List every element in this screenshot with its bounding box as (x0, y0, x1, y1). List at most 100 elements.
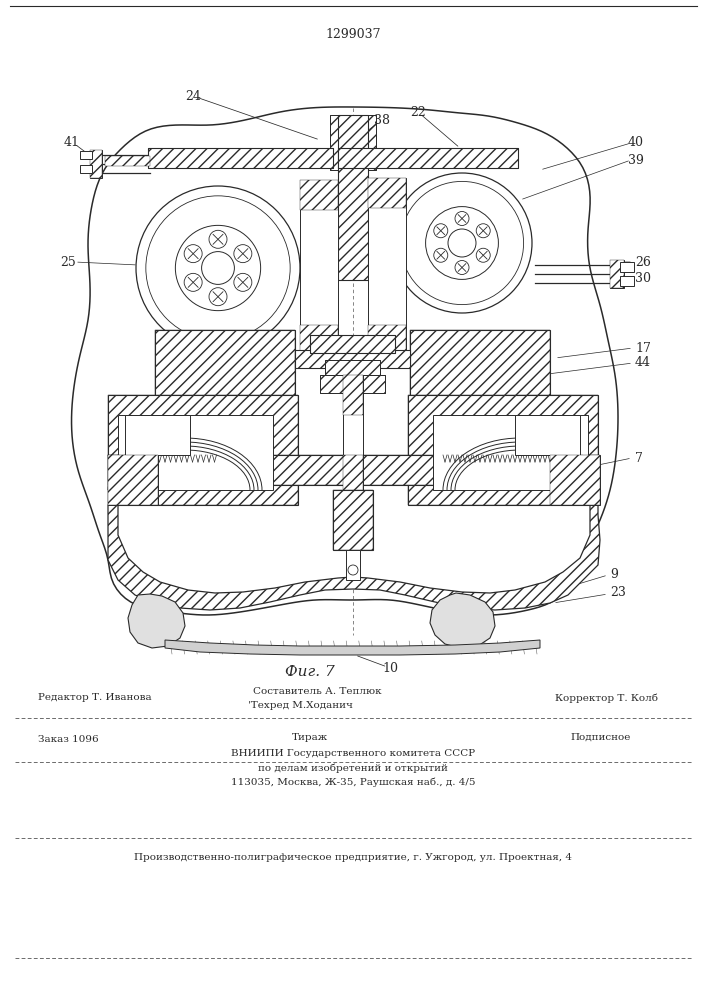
Text: Корректор Т. Колб: Корректор Т. Колб (555, 693, 658, 703)
Bar (108, 455, 158, 505)
Circle shape (434, 248, 448, 262)
Circle shape (209, 288, 227, 306)
Bar (155, 330, 295, 405)
Bar (620, 262, 634, 272)
Bar (325, 360, 380, 375)
Polygon shape (128, 594, 185, 648)
Circle shape (201, 252, 235, 284)
Text: 22: 22 (410, 105, 426, 118)
Text: 40: 40 (628, 136, 644, 149)
Bar (610, 260, 624, 288)
Bar (368, 178, 406, 353)
Text: 'Техред М.Ходанич: 'Техред М.Ходанич (248, 702, 353, 710)
Bar (408, 395, 598, 505)
Bar (433, 415, 588, 490)
Text: 17: 17 (635, 342, 651, 355)
Text: 9: 9 (610, 568, 618, 582)
Bar (368, 325, 406, 355)
Text: Производственно-полиграфическое предприятие, г. Ужгород, ул. Проектная, 4: Производственно-полиграфическое предприя… (134, 854, 572, 862)
Bar (148, 148, 333, 168)
Bar (410, 330, 550, 405)
Polygon shape (430, 593, 495, 648)
Bar (125, 415, 190, 455)
Bar (343, 375, 363, 495)
Circle shape (477, 224, 490, 238)
Bar (610, 260, 624, 288)
Circle shape (455, 212, 469, 226)
Bar (310, 335, 395, 353)
Bar (108, 455, 598, 485)
Bar (330, 115, 376, 170)
Circle shape (448, 229, 476, 257)
Text: Подписное: Подписное (570, 732, 631, 742)
Text: 26: 26 (635, 255, 651, 268)
Bar (90, 150, 102, 178)
Bar (320, 375, 385, 393)
Bar (118, 415, 273, 490)
Text: Составитель А. Теплюк: Составитель А. Теплюк (253, 686, 382, 696)
Bar (300, 325, 338, 355)
Bar (295, 350, 410, 368)
Bar (550, 455, 600, 505)
Text: 23: 23 (610, 585, 626, 598)
Bar (320, 375, 385, 393)
Bar (338, 115, 368, 280)
Circle shape (209, 230, 227, 248)
Text: по делам изобретений и открытий: по делам изобретений и открытий (258, 763, 448, 773)
Text: Редактор Т. Иванова: Редактор Т. Иванова (38, 694, 151, 702)
Bar (155, 330, 295, 405)
Bar (108, 395, 298, 505)
Bar (368, 178, 406, 208)
Polygon shape (108, 505, 600, 610)
Text: 38: 38 (374, 113, 390, 126)
Circle shape (392, 173, 532, 313)
Bar (333, 490, 373, 550)
Bar (408, 395, 598, 505)
Text: 44: 44 (635, 357, 651, 369)
Bar (338, 148, 518, 168)
Circle shape (175, 225, 261, 311)
Bar (325, 360, 380, 375)
Bar (333, 490, 373, 550)
Bar (90, 150, 102, 178)
Circle shape (136, 186, 300, 350)
Text: 25: 25 (60, 255, 76, 268)
Bar (80, 151, 92, 159)
Bar (410, 330, 550, 405)
Circle shape (184, 245, 202, 263)
Text: ВНИИПИ Государственного комитета СССР: ВНИИПИ Государственного комитета СССР (231, 750, 475, 758)
Bar (300, 180, 338, 355)
Bar (515, 415, 580, 455)
Circle shape (234, 245, 252, 263)
Bar (550, 455, 600, 505)
Bar (108, 455, 158, 505)
Circle shape (477, 248, 490, 262)
Bar (338, 148, 518, 168)
Circle shape (146, 196, 290, 340)
Circle shape (184, 273, 202, 291)
Text: 30: 30 (635, 271, 651, 284)
Text: Фиг. 7: Фиг. 7 (285, 665, 335, 679)
Circle shape (455, 260, 469, 274)
Text: 41: 41 (64, 135, 80, 148)
Bar (310, 335, 395, 353)
Polygon shape (165, 640, 540, 655)
Bar (620, 276, 634, 286)
Bar (295, 350, 410, 368)
Bar (300, 180, 338, 210)
Text: 24: 24 (185, 90, 201, 103)
Bar (343, 455, 363, 495)
Bar (105, 156, 150, 166)
Bar (148, 148, 333, 168)
Circle shape (400, 181, 524, 305)
Text: Тираж: Тираж (292, 732, 328, 742)
Text: 10: 10 (382, 662, 398, 674)
Circle shape (434, 224, 448, 238)
Bar (330, 115, 376, 170)
Text: 7: 7 (635, 452, 643, 464)
Bar (346, 550, 360, 580)
Circle shape (348, 565, 358, 575)
Bar (108, 395, 298, 505)
Bar (108, 455, 598, 485)
Text: 1299037: 1299037 (325, 28, 381, 41)
